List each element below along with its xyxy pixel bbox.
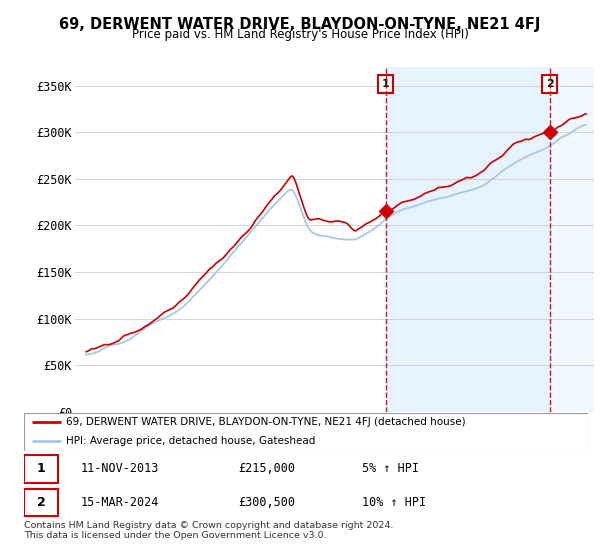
Text: HPI: Average price, detached house, Gateshead: HPI: Average price, detached house, Gate…	[66, 436, 316, 446]
Text: £300,500: £300,500	[238, 496, 295, 509]
Text: 11-NOV-2013: 11-NOV-2013	[80, 463, 159, 475]
Text: 15-MAR-2024: 15-MAR-2024	[80, 496, 159, 509]
Bar	[24, 489, 58, 516]
Text: Price paid vs. HM Land Registry's House Price Index (HPI): Price paid vs. HM Land Registry's House …	[131, 28, 469, 41]
Text: 2: 2	[546, 79, 554, 89]
Bar	[550, 67, 594, 412]
Text: 69, DERWENT WATER DRIVE, BLAYDON-ON-TYNE, NE21 4FJ: 69, DERWENT WATER DRIVE, BLAYDON-ON-TYNE…	[59, 17, 541, 32]
Text: £215,000: £215,000	[238, 463, 295, 475]
Text: 2: 2	[37, 496, 45, 509]
Text: 1: 1	[382, 79, 389, 89]
Text: 69, DERWENT WATER DRIVE, BLAYDON-ON-TYNE, NE21 4FJ (detached house): 69, DERWENT WATER DRIVE, BLAYDON-ON-TYNE…	[66, 417, 466, 427]
Text: 1: 1	[37, 463, 45, 475]
Text: Contains HM Land Registry data © Crown copyright and database right 2024.
This d: Contains HM Land Registry data © Crown c…	[24, 521, 394, 540]
Text: 5% ↑ HPI: 5% ↑ HPI	[362, 463, 419, 475]
Bar	[24, 455, 58, 483]
Bar	[386, 67, 550, 412]
Text: 10% ↑ HPI: 10% ↑ HPI	[362, 496, 427, 509]
